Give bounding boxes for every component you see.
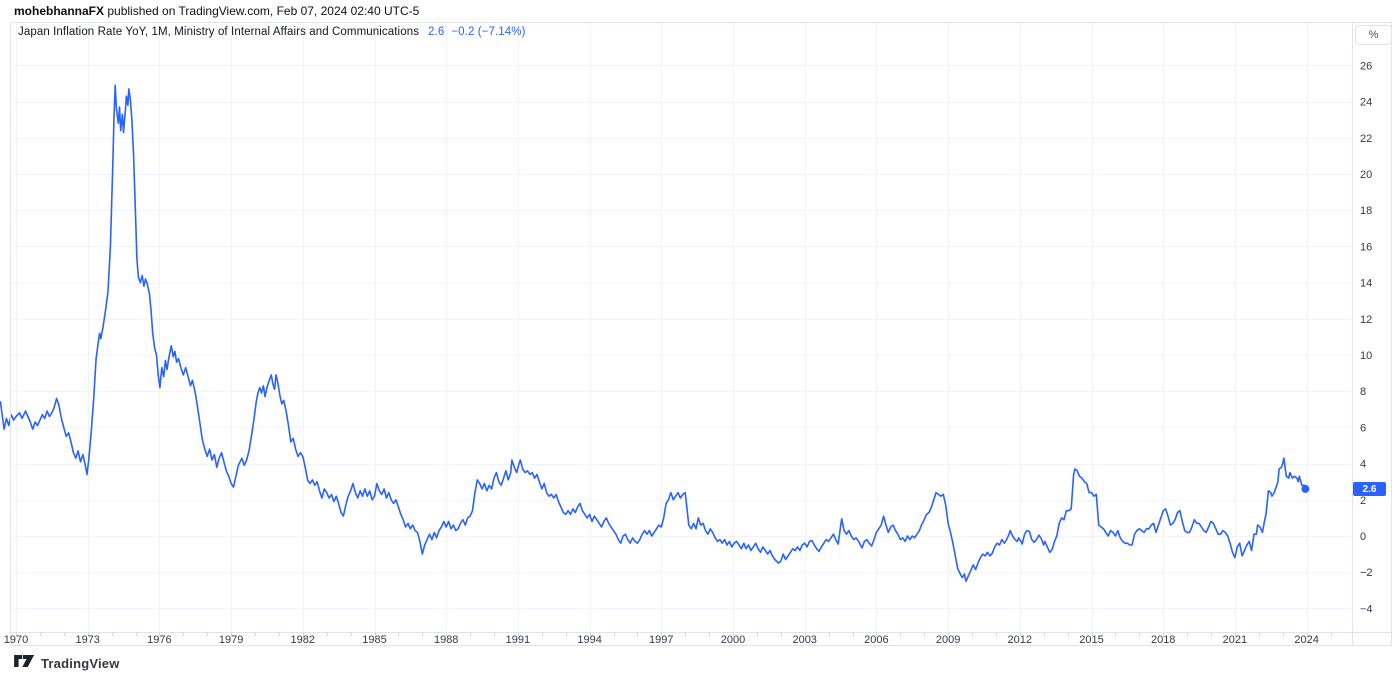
time-tick-label: 2003 [792,634,816,646]
tradingview-logo-icon [14,655,35,667]
price-tick-label: 16 [1360,241,1372,253]
price-tick-label: 0 [1360,531,1366,543]
symbol-last-value: 2.6 [428,26,445,38]
time-tick-label: 2024 [1294,634,1318,646]
chart-box-border [10,22,1392,646]
time-tick-label: 1976 [147,634,171,646]
time-tick-label: 2018 [1151,634,1175,646]
time-tick-label: 1982 [291,634,315,646]
price-tick-label: 18 [1360,205,1372,217]
price-tick-label: 12 [1360,314,1372,326]
publish-text: published on TradingView.com, Feb 07, 20… [104,4,420,18]
time-tick-label: 1994 [577,634,601,646]
price-tick-label: 26 [1360,60,1372,72]
time-tick-label: 1988 [434,634,458,646]
time-tick-label: 1979 [219,634,243,646]
price-tick-label: 20 [1360,169,1372,181]
time-tick-label: 2009 [936,634,960,646]
symbol-change: −0.2 (−7.14%) [451,26,526,38]
last-point-dot [1301,484,1310,493]
price-tick-label: 14 [1360,278,1372,290]
price-tick-label: 24 [1360,97,1372,109]
time-tick-label: 1997 [649,634,673,646]
price-tick-label: 22 [1360,133,1372,145]
tradingview-logo-text: TradingView [41,655,120,671]
time-tick-label: 1973 [75,634,99,646]
symbol-title-row: Japan Inflation Rate YoY, 1M, Ministry o… [18,26,526,38]
price-tick-label: −2 [1360,567,1373,579]
symbol-title: Japan Inflation Rate YoY, 1M, Ministry o… [18,26,420,38]
time-tick-label: 2006 [864,634,888,646]
time-tick-label: 1970 [4,634,28,646]
tradingview-logo[interactable]: TradingView [14,653,120,673]
publish-bar: mohebhannaFX published on TradingView.co… [14,4,419,20]
price-tick-label: 8 [1360,386,1366,398]
price-tick-label: 10 [1360,350,1372,362]
time-tick-label: 2021 [1223,634,1247,646]
inflation-series-line [0,84,1307,583]
percent-unit-button[interactable]: % [1355,25,1392,45]
price-tick-label: 2 [1360,495,1366,507]
time-tick-label: 1991 [506,634,530,646]
publish-author: mohebhannaFX [14,4,105,18]
price-tick-label: −4 [1360,603,1373,615]
time-tick-label: 2012 [1008,634,1032,646]
price-tick-label: 6 [1360,422,1366,434]
last-price-badge: 2.6 [1353,482,1386,496]
time-tick-label: 2000 [721,634,745,646]
time-tick-label: 1985 [362,634,386,646]
time-tick-label: 2015 [1079,634,1103,646]
price-tick-label: 4 [1360,459,1366,471]
